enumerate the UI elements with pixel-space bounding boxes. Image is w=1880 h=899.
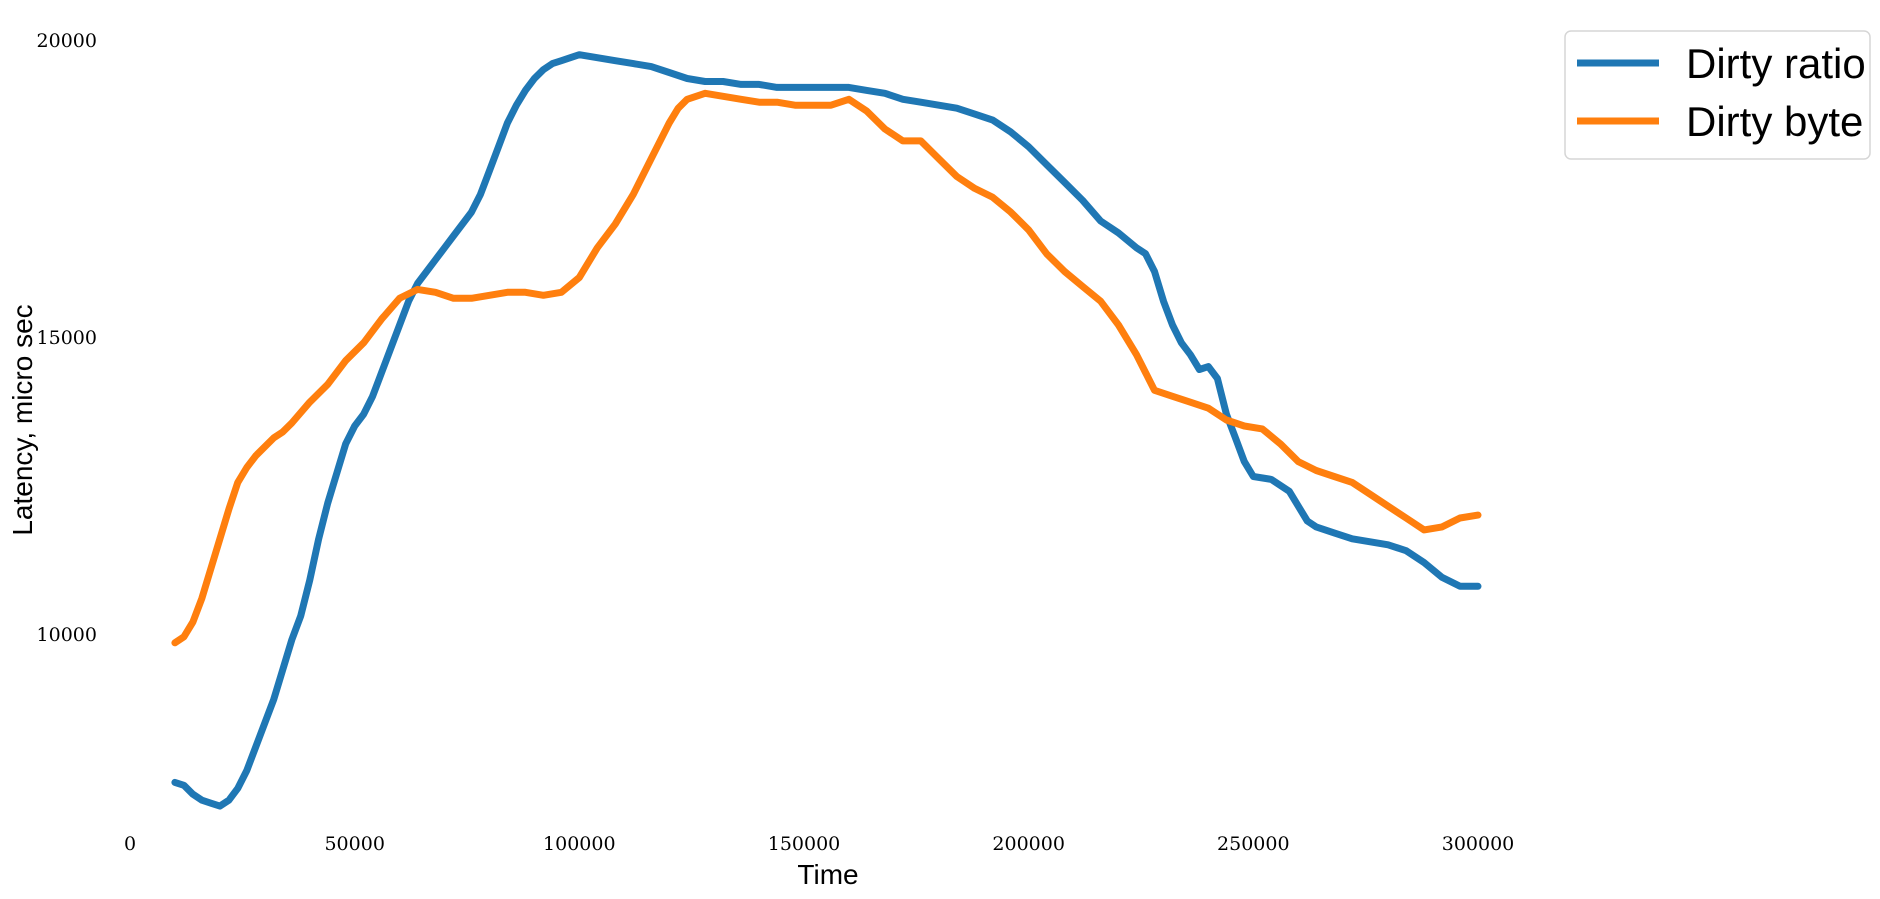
x-tick-label: 150000: [768, 833, 841, 855]
x-axis-label: Time: [797, 859, 858, 890]
y-tick-label: 15000: [37, 327, 97, 349]
legend-label-1: Dirty byte: [1686, 98, 1863, 145]
x-tick-label: 100000: [543, 833, 616, 855]
y-tick-label: 20000: [37, 30, 97, 52]
x-tick-labels: 0 50000 100000 150000 200000 250000 300000: [124, 833, 1514, 855]
x-tick-label: 250000: [1217, 833, 1290, 855]
series-line-1: [171, 89, 1482, 647]
series-line-0: [171, 51, 1482, 810]
x-tick-label: 50000: [324, 833, 384, 855]
y-tick-labels: 10000 15000 20000: [37, 30, 97, 646]
legend: Dirty ratio Dirty byte: [1564, 30, 1871, 160]
y-axis-label: Latency, micro sec: [7, 304, 38, 535]
legend-label-0: Dirty ratio: [1686, 40, 1866, 87]
y-tick-label: 10000: [37, 624, 97, 646]
x-tick-label: 200000: [992, 833, 1065, 855]
x-tick-label: 300000: [1442, 833, 1515, 855]
series-layer: [171, 51, 1482, 810]
x-tick-label: 0: [124, 833, 136, 855]
